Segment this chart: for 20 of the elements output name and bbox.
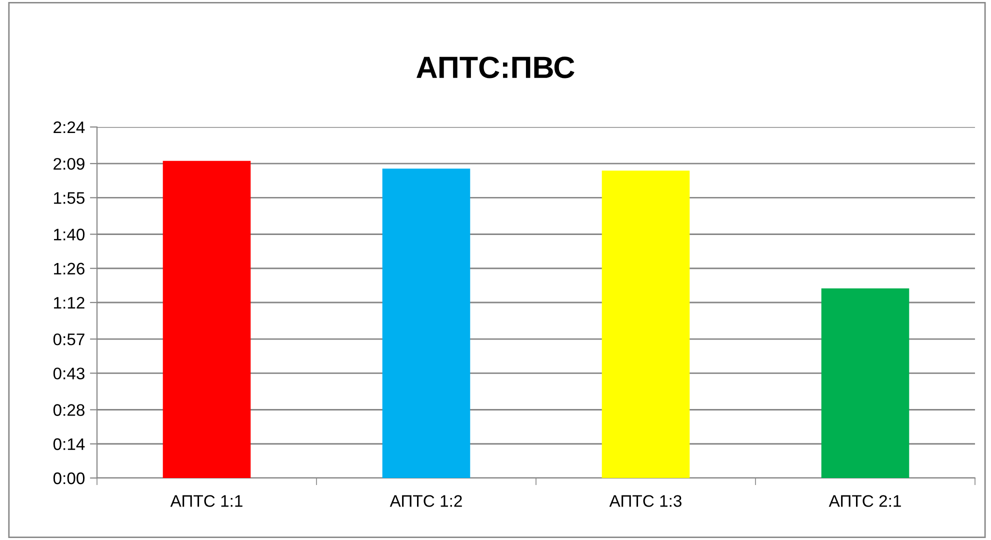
x-tick-label: АПТС 1:1 (170, 495, 242, 507)
y-tick-label: 0:43 (53, 368, 84, 380)
bar (162, 160, 251, 478)
y-tick-label: 1:55 (54, 192, 84, 204)
bar (382, 168, 470, 478)
y-tick-label: 0:00 (53, 472, 85, 484)
y-tick-label: 1:12 (54, 296, 84, 309)
x-tick-label: АПТС 1:2 (390, 495, 462, 507)
bar (602, 170, 690, 478)
bar (821, 288, 910, 478)
chart-title: АПТС:ПВС (416, 56, 574, 78)
x-tick-label: АПТС 2:1 (828, 495, 901, 507)
y-tick-label: 0:57 (53, 333, 84, 346)
y-tick-label: 2:09 (54, 158, 84, 170)
x-tick-label: АПТС 1:3 (609, 495, 682, 507)
y-tick-label: 1:26 (54, 262, 84, 275)
y-tick-label: 1:40 (54, 228, 85, 240)
y-tick-label: 2:24 (54, 121, 85, 134)
y-tick-label: 0:28 (53, 404, 84, 416)
y-tick-label: 0:14 (53, 438, 85, 450)
